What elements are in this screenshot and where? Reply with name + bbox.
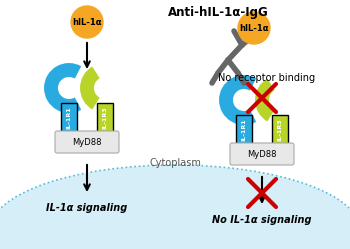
Text: IL-1R1: IL-1R1 [241,119,246,141]
Text: Cytoplasm: Cytoplasm [149,158,201,168]
Text: Anti-hIL-1α-IgG: Anti-hIL-1α-IgG [168,5,268,18]
Text: MyD88: MyD88 [72,137,102,146]
Text: IL-1α signaling: IL-1α signaling [46,203,128,213]
FancyBboxPatch shape [55,131,119,153]
Circle shape [71,6,103,38]
Text: IL-1R1: IL-1R1 [66,107,71,129]
FancyBboxPatch shape [230,143,294,165]
Text: IL-1R3: IL-1R3 [103,107,107,129]
Circle shape [238,12,270,44]
Ellipse shape [0,165,350,249]
Text: hIL-1α: hIL-1α [72,17,102,26]
Text: IL-1R3: IL-1R3 [278,119,282,141]
FancyBboxPatch shape [272,115,288,145]
Text: No IL-1α signaling: No IL-1α signaling [212,215,312,225]
FancyBboxPatch shape [97,103,113,133]
Text: No receptor binding: No receptor binding [218,73,316,83]
FancyBboxPatch shape [236,115,252,145]
Text: MyD88: MyD88 [247,149,277,159]
FancyBboxPatch shape [61,103,77,133]
Text: hIL-1α: hIL-1α [239,23,269,33]
